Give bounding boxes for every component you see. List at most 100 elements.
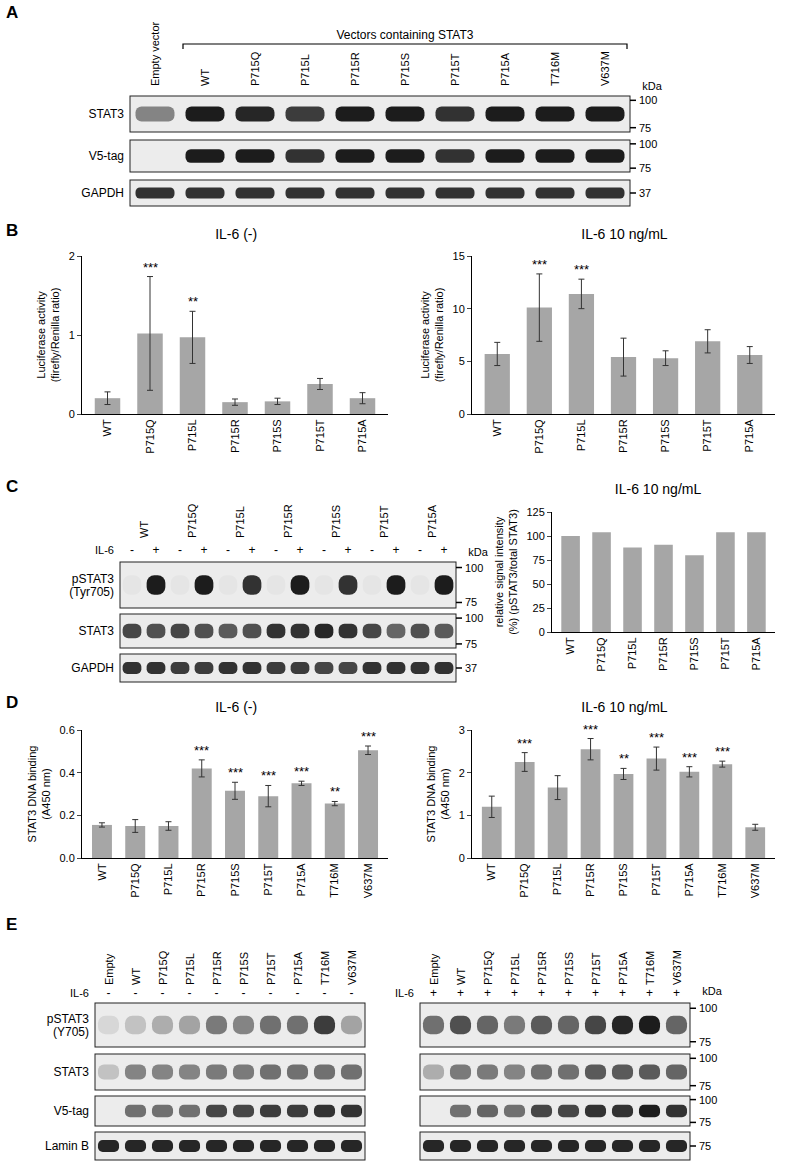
- svg-text:P715R: P715R: [229, 419, 241, 453]
- svg-text:5: 5: [459, 355, 465, 367]
- svg-text:1: 1: [459, 809, 465, 821]
- svg-text:P715T: P715T: [701, 419, 713, 452]
- svg-text:+: +: [296, 543, 303, 557]
- svg-text:P715R: P715R: [282, 504, 294, 538]
- svg-text:-: -: [296, 986, 300, 1000]
- svg-text:***: ***: [228, 765, 243, 780]
- svg-text:P715R: P715R: [617, 419, 629, 453]
- svg-text:+: +: [673, 986, 680, 1000]
- svg-text:P715L: P715L: [626, 637, 638, 669]
- svg-text:-: -: [323, 986, 327, 1000]
- svg-text:100: 100: [639, 94, 657, 106]
- svg-text:100: 100: [465, 612, 483, 624]
- svg-text:P715T: P715T: [719, 637, 731, 670]
- svg-text:***: ***: [194, 743, 209, 758]
- svg-text:P715T: P715T: [265, 952, 277, 985]
- svg-text:P715R: P715R: [657, 637, 669, 671]
- svg-text:100: 100: [699, 1002, 717, 1014]
- svg-text:(Tyr705): (Tyr705): [69, 585, 114, 599]
- svg-text:+: +: [646, 986, 653, 1000]
- svg-text:P715A: P715A: [683, 863, 695, 897]
- svg-text:C: C: [6, 477, 18, 496]
- svg-text:P715S: P715S: [399, 53, 411, 86]
- svg-text:IL-6 10 ng/mL: IL-6 10 ng/mL: [615, 481, 702, 497]
- svg-text:P715S: P715S: [271, 419, 283, 452]
- svg-text:P715S: P715S: [688, 637, 700, 670]
- svg-text:WT: WT: [455, 968, 467, 985]
- svg-text:relative signal intensity(%) (: relative signal intensity(%) (pSTAT3/tot…: [493, 509, 519, 635]
- svg-text:P715A: P715A: [743, 419, 755, 453]
- svg-text:+: +: [440, 543, 447, 557]
- svg-text:P715S: P715S: [238, 952, 250, 985]
- svg-text:P715Q: P715Q: [186, 503, 198, 538]
- svg-text:50: 50: [533, 578, 545, 590]
- svg-text:P715S: P715S: [330, 505, 342, 538]
- svg-text:-: -: [178, 543, 182, 557]
- svg-text:***: ***: [532, 257, 547, 272]
- svg-text:V637M: V637M: [599, 51, 611, 86]
- svg-text:Luciferase activity(firefly/Re: Luciferase activity(firefly/Renilla rati…: [35, 288, 61, 383]
- svg-text:E: E: [6, 915, 17, 934]
- svg-text:***: ***: [143, 260, 158, 275]
- svg-text:WT: WT: [199, 69, 211, 86]
- svg-text:100: 100: [699, 1094, 717, 1106]
- svg-text:P715L: P715L: [186, 419, 198, 451]
- svg-text:***: ***: [649, 730, 664, 745]
- svg-text:P715Q: P715Q: [144, 419, 156, 454]
- svg-text:***: ***: [682, 750, 697, 765]
- svg-text:GAPDH: GAPDH: [71, 661, 114, 675]
- svg-text:+: +: [484, 986, 491, 1000]
- svg-text:P715L: P715L: [184, 953, 196, 985]
- svg-text:V637M: V637M: [362, 863, 374, 898]
- svg-text:P715R: P715R: [195, 863, 207, 897]
- svg-text:2: 2: [459, 767, 465, 779]
- svg-text:0.4: 0.4: [60, 767, 75, 779]
- svg-text:125: 125: [526, 506, 544, 518]
- svg-text:+: +: [565, 986, 572, 1000]
- svg-text:P715L: P715L: [575, 419, 587, 451]
- svg-text:-: -: [215, 986, 219, 1000]
- svg-text:0.2: 0.2: [60, 809, 75, 821]
- svg-text:kDa: kDa: [702, 985, 722, 997]
- svg-text:+: +: [392, 543, 399, 557]
- svg-text:T716M: T716M: [319, 951, 331, 985]
- svg-text:**: **: [330, 784, 340, 799]
- svg-text:IL-6: IL-6: [70, 987, 89, 999]
- svg-text:P715L: P715L: [551, 863, 563, 895]
- svg-text:V637M: V637M: [346, 950, 358, 985]
- svg-text:P715S: P715S: [563, 952, 575, 985]
- svg-text:STAT3 DNA binding(A450 nm): STAT3 DNA binding(A450 nm): [26, 746, 52, 843]
- svg-text:Empty vector: Empty vector: [149, 21, 161, 86]
- svg-text:IL-6 (-): IL-6 (-): [215, 699, 257, 715]
- svg-text:-: -: [130, 543, 134, 557]
- svg-text:V5-tag: V5-tag: [54, 1104, 89, 1118]
- svg-text:0: 0: [69, 408, 75, 420]
- svg-text:3: 3: [459, 724, 465, 736]
- svg-text:P715A: P715A: [426, 504, 438, 538]
- svg-text:-: -: [274, 543, 278, 557]
- svg-text:***: ***: [583, 722, 598, 737]
- svg-text:P715T: P715T: [449, 53, 461, 86]
- svg-text:P715Q: P715Q: [249, 51, 261, 86]
- svg-text:P715S: P715S: [659, 419, 671, 452]
- svg-text:100: 100: [699, 1052, 717, 1064]
- svg-text:Vectors containing STAT3: Vectors containing STAT3: [337, 28, 474, 42]
- svg-text:pSTAT3: pSTAT3: [72, 572, 115, 586]
- svg-text:***: ***: [517, 736, 532, 751]
- svg-text:+: +: [430, 986, 437, 1000]
- svg-text:pSTAT3: pSTAT3: [47, 1012, 90, 1026]
- svg-text:WT: WT: [138, 521, 150, 538]
- svg-text:-: -: [161, 986, 165, 1000]
- svg-text:V637M: V637M: [671, 950, 683, 985]
- svg-text:-: -: [226, 543, 230, 557]
- svg-text:0.6: 0.6: [60, 724, 75, 736]
- svg-text:-: -: [370, 543, 374, 557]
- svg-text:P715A: P715A: [617, 951, 629, 985]
- svg-text:***: ***: [294, 764, 309, 779]
- svg-text:V5-tag: V5-tag: [89, 149, 124, 163]
- svg-text:IL-6 10 ng/mL: IL-6 10 ng/mL: [581, 226, 668, 242]
- svg-text:75: 75: [465, 638, 477, 650]
- svg-text:75: 75: [699, 1116, 711, 1128]
- svg-text:P715T: P715T: [262, 863, 274, 896]
- svg-text:(Y705): (Y705): [53, 1025, 89, 1039]
